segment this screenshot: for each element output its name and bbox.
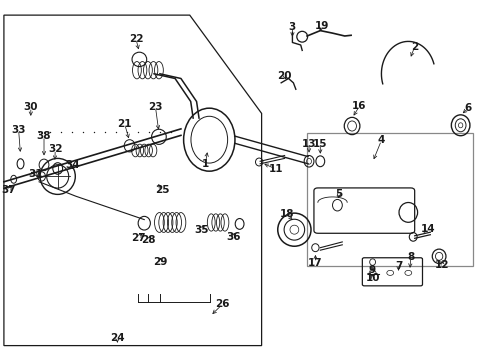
Text: 17: 17 [307, 258, 322, 268]
Text: 34: 34 [65, 160, 80, 170]
Text: 5: 5 [335, 189, 342, 199]
Text: 25: 25 [155, 185, 169, 195]
Text: 23: 23 [148, 102, 163, 112]
Text: 13: 13 [301, 139, 316, 149]
Text: 27: 27 [131, 233, 145, 243]
Text: 20: 20 [277, 71, 291, 81]
Text: 4: 4 [377, 135, 385, 145]
Text: 36: 36 [226, 232, 241, 242]
Text: 37: 37 [1, 185, 16, 195]
Text: 30: 30 [23, 102, 38, 112]
Text: 38: 38 [37, 131, 51, 141]
Text: 2: 2 [410, 42, 417, 52]
Text: 26: 26 [215, 299, 229, 309]
Text: 24: 24 [110, 333, 124, 343]
Text: 21: 21 [117, 119, 132, 129]
Text: 31: 31 [28, 168, 42, 179]
Text: 1: 1 [202, 159, 208, 169]
Text: 7: 7 [394, 261, 402, 271]
Text: 33: 33 [11, 125, 26, 135]
Text: 15: 15 [312, 139, 327, 149]
Text: 11: 11 [268, 164, 283, 174]
Text: 28: 28 [141, 235, 155, 246]
Text: 18: 18 [280, 209, 294, 219]
Text: 16: 16 [351, 101, 366, 111]
Text: 14: 14 [420, 224, 434, 234]
Text: 29: 29 [153, 257, 167, 267]
Text: 32: 32 [48, 144, 62, 154]
Text: 6: 6 [464, 103, 471, 113]
Bar [306, 133, 472, 266]
Text: 22: 22 [128, 34, 143, 44]
Text: 35: 35 [194, 225, 208, 235]
Text: 10: 10 [365, 273, 379, 283]
Text: 19: 19 [314, 21, 328, 31]
Text: 3: 3 [288, 22, 295, 32]
Text: 9: 9 [367, 265, 374, 275]
Text: 8: 8 [407, 252, 413, 262]
Text: 12: 12 [434, 260, 449, 270]
